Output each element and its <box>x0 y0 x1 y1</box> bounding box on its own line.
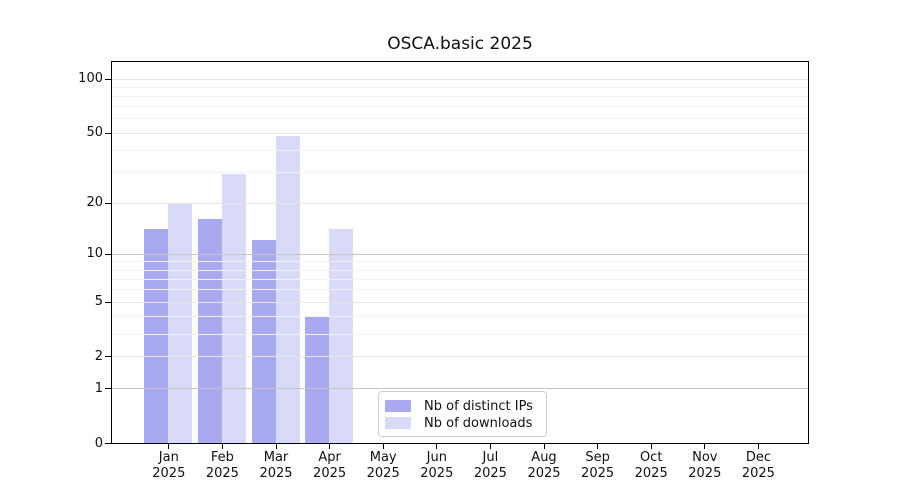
x-tick-may <box>382 444 384 449</box>
y-tick-label-0: 0 <box>94 435 103 451</box>
x-tick-label-jul: Jul 2025 <box>473 450 507 481</box>
x-tick-label-dec: Dec 2025 <box>741 450 775 481</box>
x-tick-label-apr: Apr 2025 <box>313 450 347 481</box>
x-tick-feb <box>221 444 224 449</box>
y-tick-2 <box>105 356 111 358</box>
y-gridline-minor-90 <box>112 86 808 88</box>
y-gridline-minor-3 <box>112 333 808 335</box>
y-gridline-minor-80 <box>112 95 808 97</box>
y-tick-50 <box>105 132 111 134</box>
y-tick-20 <box>105 202 111 204</box>
x-tick-aug <box>543 444 545 449</box>
y-gridline-minor-30 <box>112 171 808 173</box>
y-gridline-minor-8 <box>112 269 808 271</box>
y-tick-100 <box>105 78 111 80</box>
bar-downloads-apr <box>329 229 354 443</box>
y-gridline-20 <box>112 202 808 204</box>
legend: Nb of distinct IPs Nb of downloads <box>378 391 547 437</box>
y-tick-label-5: 5 <box>94 294 103 309</box>
x-tick-label-jan: Jan 2025 <box>152 450 186 481</box>
bar-ips-jan <box>144 229 169 443</box>
legend-item-downloads: Nb of downloads <box>385 415 540 431</box>
y-gridline-minor-6 <box>112 289 808 291</box>
y-tick-label-2: 2 <box>94 348 103 364</box>
x-tick-label-may: May 2025 <box>366 450 400 481</box>
y-tick-0 <box>105 443 111 445</box>
plot-area <box>111 61 809 444</box>
x-tick-label-jun: Jun 2025 <box>420 450 454 481</box>
legend-label-downloads: Nb of downloads <box>424 415 533 431</box>
y-gridline-5 <box>112 301 808 303</box>
bar-ips-apr <box>305 315 330 443</box>
y-gridline-100 <box>112 78 808 80</box>
bar-ips-mar <box>251 240 276 443</box>
x-tick-jan <box>168 444 170 449</box>
x-tick-nov <box>704 444 706 449</box>
y-gridline-50 <box>112 132 808 134</box>
y-tick-label-20: 20 <box>86 195 103 210</box>
x-tick-label-sep: Sep 2025 <box>581 450 615 481</box>
y-tick-label-50: 50 <box>86 125 103 140</box>
x-tick-mar <box>275 444 277 449</box>
x-tick-label-mar: Mar 2025 <box>259 450 293 481</box>
plot-inner <box>112 62 808 443</box>
x-tick-label-oct: Oct 2025 <box>634 450 668 481</box>
x-tick-label-feb: Feb 2025 <box>205 450 239 481</box>
y-tick-1 <box>105 388 111 390</box>
x-tick-apr <box>329 444 331 449</box>
x-tick-jul <box>489 444 492 449</box>
y-tick-label-10: 10 <box>86 246 103 262</box>
x-tick-oct <box>650 444 652 449</box>
y-tick-10 <box>105 253 111 255</box>
y-tick-5 <box>105 301 111 303</box>
x-tick-label-aug: Aug 2025 <box>527 450 561 481</box>
y-gridline-10 <box>112 253 808 255</box>
bar-ips-feb <box>197 219 222 443</box>
legend-label-distinct-ips: Nb of distinct IPs <box>424 398 533 414</box>
y-tick-label-1: 1 <box>94 380 103 396</box>
bar-downloads-jan <box>168 202 193 443</box>
legend-item-distinct-ips: Nb of distinct IPs <box>385 398 540 414</box>
chart-title: OSCA.basic 2025 <box>387 34 533 54</box>
y-gridline-minor-60 <box>112 118 808 120</box>
y-gridline-minor-9 <box>112 261 808 263</box>
x-tick-jun <box>436 444 438 449</box>
y-gridline-minor-70 <box>112 106 808 108</box>
bar-downloads-feb <box>221 174 246 443</box>
y-tick-label-100: 100 <box>78 71 103 86</box>
legend-swatch-downloads <box>385 417 411 429</box>
x-tick-sep <box>597 444 599 449</box>
y-gridline-minor-4 <box>112 315 808 317</box>
x-tick-dec <box>757 444 760 449</box>
legend-swatch-distinct-ips <box>385 400 411 412</box>
y-gridline-2 <box>112 356 808 358</box>
y-gridline-minor-7 <box>112 278 808 280</box>
y-gridline-1 <box>112 388 808 390</box>
y-gridline-minor-40 <box>112 149 808 151</box>
x-tick-label-nov: Nov 2025 <box>688 450 722 481</box>
